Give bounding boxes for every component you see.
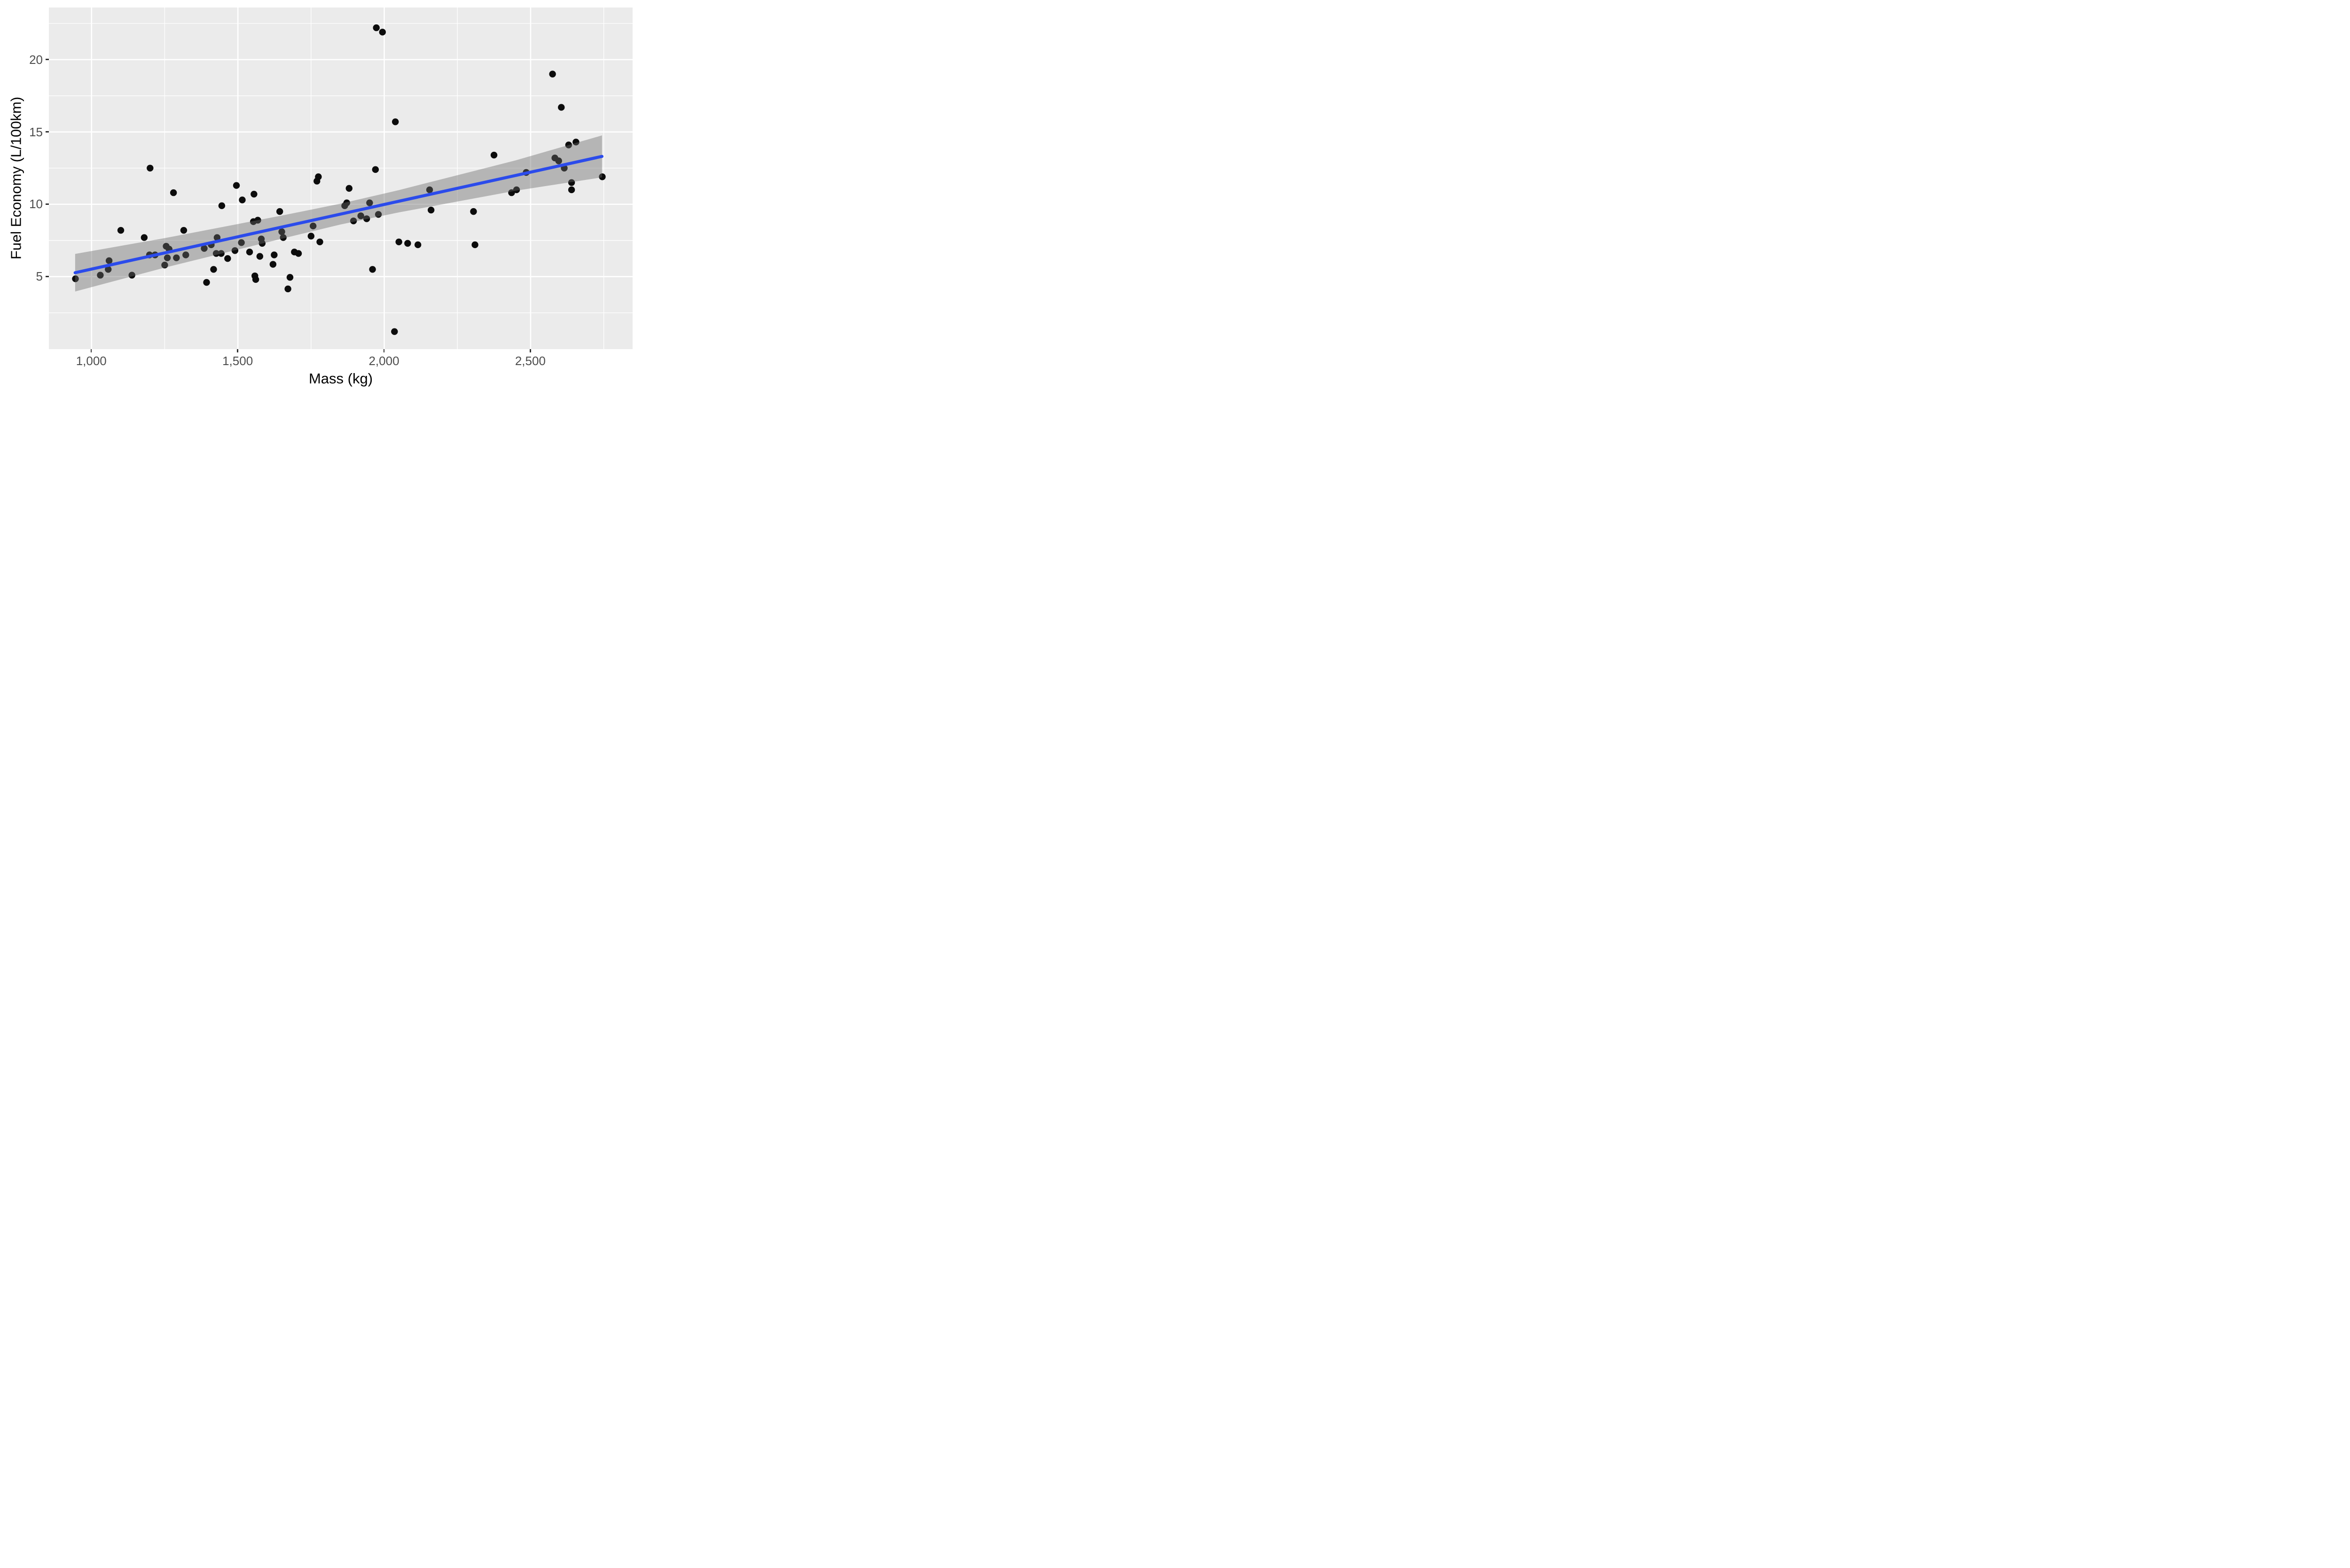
data-point xyxy=(210,265,217,273)
data-point xyxy=(146,164,153,172)
data-point xyxy=(284,285,291,292)
x-axis-title: Mass (kg) xyxy=(308,370,373,387)
data-point xyxy=(238,196,246,203)
data-point xyxy=(392,118,399,125)
data-point xyxy=(246,248,253,256)
data-point xyxy=(96,272,104,279)
data-point xyxy=(307,233,314,240)
data-point xyxy=(508,189,515,196)
data-point xyxy=(598,173,606,180)
data-point xyxy=(104,265,111,273)
scatter-plot-figure: 1,000 1,500 2,000 2,500 5 10 15 20 Mass (kg) F… xyxy=(0,0,634,392)
data-point xyxy=(372,24,380,31)
data-point xyxy=(252,276,259,283)
data-point xyxy=(366,199,373,206)
data-point xyxy=(557,103,564,111)
data-point xyxy=(391,328,398,335)
data-point xyxy=(548,70,556,78)
data-point xyxy=(368,265,376,273)
data-point xyxy=(404,240,411,247)
data-point xyxy=(372,166,379,173)
x-tick-mark xyxy=(90,349,92,352)
data-point xyxy=(345,185,352,192)
data-point xyxy=(395,238,402,245)
data-point xyxy=(309,222,316,229)
data-point xyxy=(237,239,245,246)
data-point xyxy=(278,228,285,235)
data-point xyxy=(170,189,177,196)
data-point xyxy=(343,199,350,206)
data-point xyxy=(414,241,421,248)
data-point xyxy=(490,151,497,159)
y-tick-label: 20 xyxy=(29,52,43,67)
data-point xyxy=(172,254,180,261)
data-point xyxy=(379,28,386,36)
data-point xyxy=(254,217,261,224)
data-point xyxy=(105,257,112,264)
y-tick-label: 10 xyxy=(29,197,43,211)
x-tick-label: 1,500 xyxy=(222,354,253,368)
data-point xyxy=(427,206,434,214)
chart-canvas xyxy=(48,7,633,349)
data-point xyxy=(565,141,572,148)
regression-line xyxy=(73,155,603,274)
data-point xyxy=(568,179,575,186)
data-point xyxy=(258,240,266,247)
data-point xyxy=(568,186,575,193)
data-point xyxy=(276,208,283,215)
x-tick-mark xyxy=(383,349,385,352)
data-point xyxy=(286,273,293,281)
x-tick-mark xyxy=(237,349,238,352)
data-point xyxy=(141,234,148,241)
data-point xyxy=(128,272,135,279)
data-point xyxy=(314,173,322,180)
data-point xyxy=(231,247,238,254)
data-point xyxy=(279,234,287,241)
data-point xyxy=(470,208,477,215)
data-point xyxy=(426,186,433,193)
plot-panel xyxy=(48,7,633,349)
data-point xyxy=(350,217,357,225)
data-point xyxy=(269,261,276,268)
data-point xyxy=(572,138,580,146)
y-tick-mark xyxy=(45,276,49,277)
y-tick-mark xyxy=(45,203,49,205)
data-point xyxy=(164,254,171,261)
data-point xyxy=(363,215,370,222)
data-point xyxy=(212,250,219,257)
data-point xyxy=(357,212,364,219)
data-point xyxy=(182,251,189,258)
y-tick-mark xyxy=(45,59,49,60)
data-point xyxy=(250,190,258,198)
data-point xyxy=(117,226,124,234)
x-tick-label: 2,500 xyxy=(515,354,546,368)
data-point xyxy=(316,238,323,245)
x-tick-label: 1,000 xyxy=(76,354,107,368)
data-point xyxy=(256,253,263,260)
data-point xyxy=(471,241,478,248)
data-point xyxy=(217,250,225,257)
y-tick-label: 5 xyxy=(36,269,43,284)
data-point xyxy=(180,226,187,234)
data-point xyxy=(233,182,240,189)
data-point xyxy=(218,202,225,209)
x-tick-label: 2,000 xyxy=(368,354,400,368)
y-tick-mark xyxy=(45,131,49,133)
y-tick-label: 15 xyxy=(29,125,43,139)
data-point xyxy=(203,279,210,286)
data-point xyxy=(295,250,302,257)
data-point xyxy=(513,186,520,193)
data-point xyxy=(213,234,220,241)
y-axis-title: Fuel Economy (L/100km) xyxy=(8,96,24,260)
data-point xyxy=(375,211,382,218)
data-point xyxy=(161,261,168,269)
data-point xyxy=(224,255,231,262)
data-point xyxy=(555,157,562,164)
data-point xyxy=(71,275,79,282)
data-point xyxy=(200,245,208,252)
data-point xyxy=(270,251,278,258)
x-tick-mark xyxy=(530,349,531,352)
